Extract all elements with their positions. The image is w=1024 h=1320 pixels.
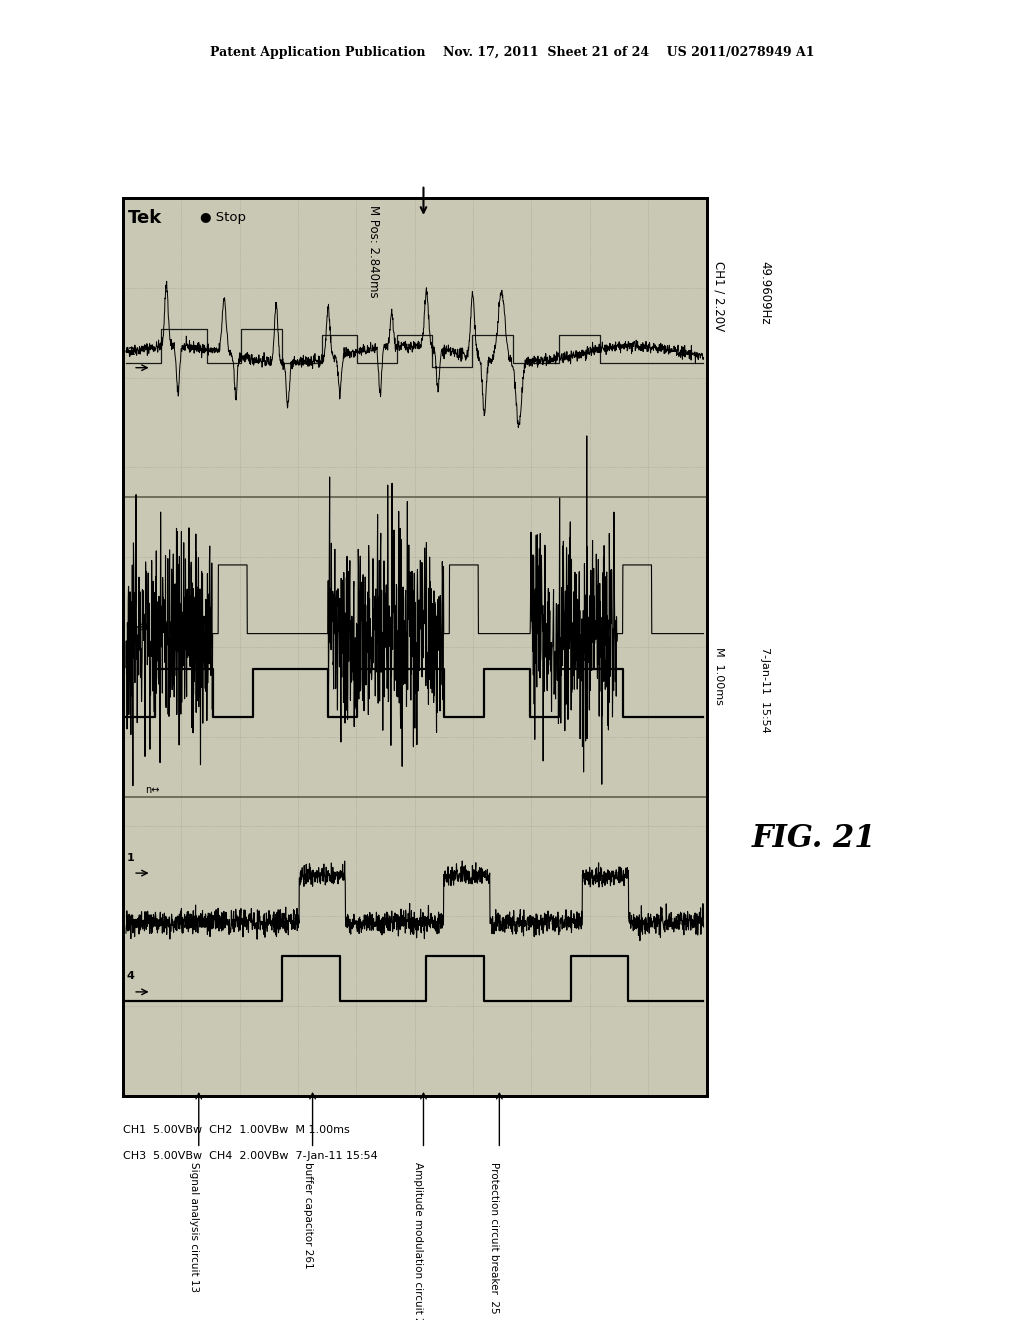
- Bar: [123, 198, 707, 1096]
- Text: buffer capacitor 261: buffer capacitor 261: [302, 1162, 312, 1269]
- Text: 3: 3: [127, 606, 134, 616]
- Text: 4: 4: [127, 972, 135, 981]
- Text: Protection circuit breaker  25: Protection circuit breaker 25: [489, 1162, 500, 1313]
- Text: M  1.00ms: M 1.00ms: [714, 647, 724, 705]
- Text: CH3  5.00VBw  CH4  2.00VBw  7-Jan-11 15:54: CH3 5.00VBw CH4 2.00VBw 7-Jan-11 15:54: [123, 1151, 378, 1162]
- Text: CH1  5.00VBw  CH2  1.00VBw  M 1.00ms: CH1 5.00VBw CH2 1.00VBw M 1.00ms: [123, 1125, 349, 1135]
- Text: Patent Application Publication    Nov. 17, 2011  Sheet 21 of 24    US 2011/02789: Patent Application Publication Nov. 17, …: [210, 46, 814, 59]
- Text: Tek: Tek: [128, 209, 162, 227]
- Text: 49.9609Hz: 49.9609Hz: [759, 261, 771, 325]
- Text: 1: 1: [127, 853, 135, 862]
- Text: 7-Jan-11  15:54: 7-Jan-11 15:54: [760, 647, 770, 733]
- Text: ● Stop: ● Stop: [200, 211, 246, 224]
- Text: n↔: n↔: [145, 785, 160, 796]
- Bar: [123, 198, 707, 1096]
- Text: FIG. 21: FIG. 21: [752, 822, 877, 854]
- Text: CH1 / 2.20V: CH1 / 2.20V: [713, 261, 725, 331]
- Text: Signal analysis circuit 13: Signal analysis circuit 13: [188, 1162, 199, 1292]
- Text: 2: 2: [127, 347, 135, 358]
- Text: Amplitude modulation circuit 24: Amplitude modulation circuit 24: [414, 1162, 424, 1320]
- Text: M Pos: 2.840ms: M Pos: 2.840ms: [367, 205, 380, 297]
